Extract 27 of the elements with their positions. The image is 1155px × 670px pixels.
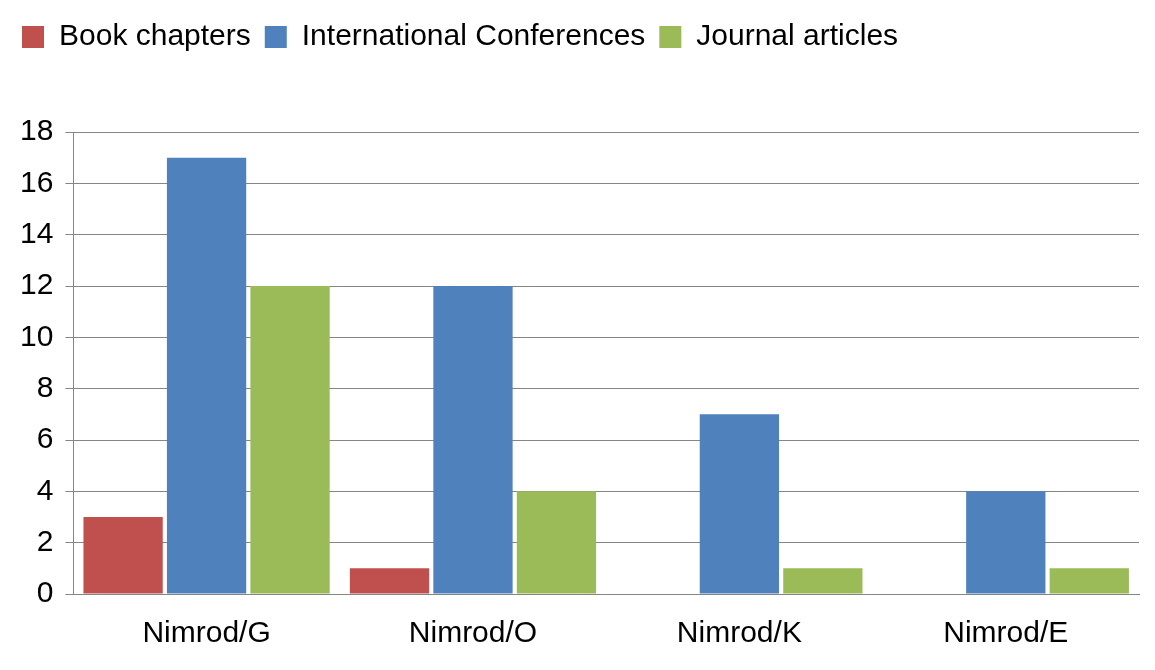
legend-label: International Conferences <box>301 18 646 52</box>
y-tick-label: 0 <box>36 575 54 609</box>
y-tick-label: 12 <box>19 267 54 301</box>
legend-label: Journal articles <box>696 18 899 52</box>
legend-label: Book chapters <box>59 18 251 52</box>
bar <box>250 286 330 594</box>
y-tick-label: 8 <box>36 369 54 403</box>
y-tick-label: 10 <box>19 318 54 352</box>
bar <box>83 517 163 594</box>
x-tick-label: Nimrod/K <box>676 615 802 649</box>
y-tick-label: 2 <box>36 523 54 557</box>
bar <box>1049 568 1129 594</box>
y-tick-label: 6 <box>36 421 54 455</box>
y-tick-label: 18 <box>19 113 54 147</box>
x-tick-label: Nimrod/E <box>943 615 1069 649</box>
bar <box>516 491 597 594</box>
bar <box>349 568 430 594</box>
y-tick-label: 14 <box>19 215 54 249</box>
bar <box>433 286 513 594</box>
bar <box>966 491 1046 594</box>
bar <box>783 568 863 594</box>
x-tick-label: Nimrod/O <box>408 615 538 649</box>
y-tick-label: 4 <box>36 472 54 506</box>
y-tick-label: 16 <box>19 164 54 198</box>
bar <box>166 157 247 594</box>
x-tick-label: Nimrod/G <box>142 615 271 649</box>
bar <box>699 414 780 594</box>
